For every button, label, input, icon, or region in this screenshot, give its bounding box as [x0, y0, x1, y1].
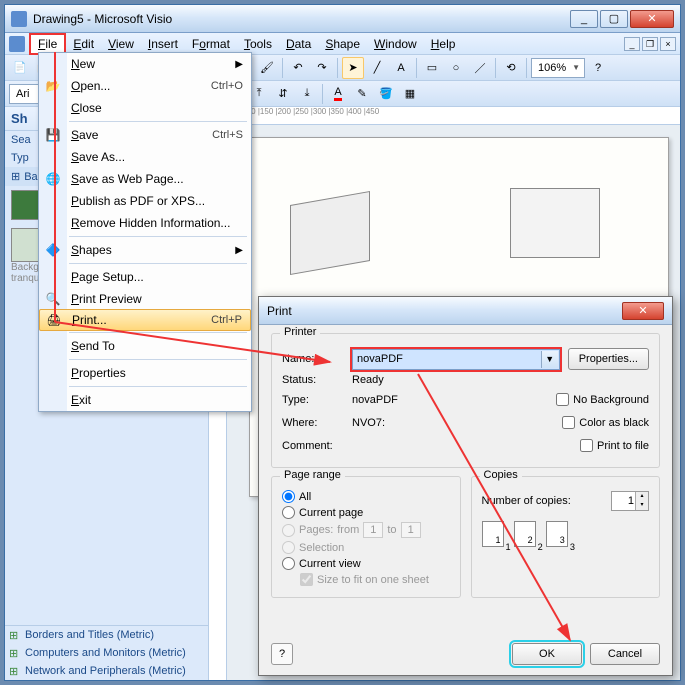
printer-name-value: novaPDF [357, 353, 403, 365]
file-menu-save[interactable]: 💾SaveCtrl+S [39, 124, 251, 146]
ruler-horizontal: |50 |100 |150 |200 |250 |300 |350 |400 |… [227, 107, 680, 125]
print-dialog: Print ✕ Printer Name: novaPDF ▼ Properti… [258, 296, 673, 676]
file-menu-shapes[interactable]: 🔷Shapes▶ [39, 239, 251, 261]
printer-name-combo[interactable]: novaPDF ▼ [352, 349, 560, 370]
help-button[interactable]: ? [587, 57, 609, 79]
file-menu-close[interactable]: Close [39, 97, 251, 119]
copies-group: Copies Number of copies: 1▴▾ 1 2 3 [471, 476, 661, 598]
file-menu-exit[interactable]: Exit [39, 389, 251, 411]
menu-data[interactable]: Data [279, 35, 318, 53]
file-menu-save-as-[interactable]: Save As... [39, 146, 251, 168]
where-value: NVO7: [352, 417, 385, 429]
undo-button[interactable]: ↶ [287, 57, 309, 79]
file-menu-dropdown: New▶📂Open...Ctrl+OClose 💾SaveCtrl+SSave A… [38, 52, 252, 412]
maximize-button[interactable]: ▢ [600, 10, 628, 28]
type-value: novaPDF [352, 394, 398, 406]
file-menu-page-setup-[interactable]: Page Setup... [39, 266, 251, 288]
doc-icon [9, 36, 25, 52]
zoom-value: 106% [538, 62, 566, 74]
printer-group-label: Printer [280, 326, 320, 338]
collate-icon [482, 521, 504, 547]
doc-close[interactable]: × [660, 37, 676, 51]
align-bottom-button[interactable]: ⤓ [296, 83, 318, 105]
print-to-file-checkbox[interactable]: Print to file [580, 439, 649, 452]
collate-icon [546, 521, 568, 547]
pages-radio: Pages: from 1 to 1 [282, 522, 450, 538]
menu-insert[interactable]: Insert [141, 35, 185, 53]
printer-group: Printer Name: novaPDF ▼ Properties... St… [271, 333, 660, 468]
text-button[interactable]: A [390, 57, 412, 79]
file-menu-save-as-web-page-[interactable]: 🌐Save as Web Page... [39, 168, 251, 190]
selection-radio: Selection [282, 541, 450, 554]
help-button[interactable]: ? [271, 643, 293, 665]
shape-box[interactable] [290, 191, 370, 275]
new-button[interactable]: 📄 [9, 57, 31, 79]
close-button[interactable]: ✕ [630, 10, 674, 28]
line-button[interactable]: ／ [469, 57, 491, 79]
cancel-button[interactable]: Cancel [590, 643, 660, 665]
file-menu-publish-as-pdf-or-xps-[interactable]: Publish as PDF or XPS... [39, 190, 251, 212]
file-menu-print-[interactable]: 🖨Print...Ctrl+P [39, 309, 251, 331]
shape-printer[interactable] [510, 188, 600, 258]
thumb-1[interactable] [11, 190, 41, 220]
dialog-title: Print [267, 304, 292, 318]
connector-button[interactable]: ╱ [366, 57, 388, 79]
shadow-button[interactable]: ▦ [399, 83, 421, 105]
rect-button[interactable]: ▭ [421, 57, 443, 79]
stencil-item[interactable]: Computers and Monitors (Metric) [5, 644, 208, 662]
redo-button[interactable]: ↷ [311, 57, 333, 79]
current-view-radio[interactable]: Current view [282, 557, 450, 570]
menu-edit[interactable]: Edit [66, 35, 101, 53]
line-color-button[interactable]: ✎ [351, 83, 373, 105]
properties-button[interactable]: Properties... [568, 348, 649, 370]
size-to-fit-checkbox: Size to fit on one sheet [300, 573, 450, 586]
font-color-button[interactable]: A [327, 83, 349, 105]
rotate-button[interactable]: ⟲ [500, 57, 522, 79]
name-label: Name: [282, 353, 344, 365]
page-range-group: Page range All Current page Pages: from … [271, 476, 461, 598]
no-background-checkbox[interactable]: No Background [556, 393, 649, 406]
stencil-list: Borders and Titles (Metric) Computers an… [5, 625, 208, 680]
fill-color-button[interactable]: 🪣 [375, 83, 397, 105]
file-menu-new[interactable]: New▶ [39, 53, 251, 75]
align-middle-button[interactable]: ⇵ [272, 83, 294, 105]
color-as-black-checkbox[interactable]: Color as black [562, 416, 649, 429]
menu-shape[interactable]: Shape [318, 35, 367, 53]
menu-tools[interactable]: Tools [237, 35, 279, 53]
minimize-button[interactable]: _ [570, 10, 598, 28]
current-page-radio[interactable]: Current page [282, 506, 450, 519]
menu-help[interactable]: Help [424, 35, 463, 53]
file-menu-open-[interactable]: 📂Open...Ctrl+O [39, 75, 251, 97]
file-menu-send-to[interactable]: Send To [39, 335, 251, 357]
pointer-button[interactable]: ➤ [342, 57, 364, 79]
menu-view[interactable]: View [101, 35, 141, 53]
num-copies-label: Number of copies: [482, 495, 571, 507]
file-menu-print-preview[interactable]: 🔍Print Preview [39, 288, 251, 310]
all-radio[interactable]: All [282, 490, 450, 503]
ok-button[interactable]: OK [512, 643, 582, 665]
copies-spinner[interactable]: 1▴▾ [611, 491, 649, 511]
menu-format[interactable]: Format [185, 35, 237, 53]
titlebar: Drawing5 - Microsoft Visio _ ▢ ✕ [5, 5, 680, 33]
stencil-item[interactable]: Network and Peripherals (Metric) [5, 662, 208, 680]
menu-window[interactable]: Window [367, 35, 424, 53]
file-menu-remove-hidden-information-[interactable]: Remove Hidden Information... [39, 212, 251, 234]
doc-minimize[interactable]: _ [624, 37, 640, 51]
format-painter-button[interactable]: 🖌 [256, 57, 278, 79]
file-menu-properties[interactable]: Properties [39, 362, 251, 384]
ellipse-button[interactable]: ○ [445, 57, 467, 79]
status-value: Ready [352, 374, 384, 386]
dialog-titlebar: Print ✕ [259, 297, 672, 325]
collate-icon [514, 521, 536, 547]
window-title: Drawing5 - Microsoft Visio [33, 12, 172, 26]
dialog-close-button[interactable]: ✕ [622, 302, 664, 320]
stencil-item[interactable]: Borders and Titles (Metric) [5, 626, 208, 644]
app-icon [11, 11, 27, 27]
zoom-combo[interactable]: 106%▼ [531, 58, 585, 78]
doc-restore[interactable]: ❐ [642, 37, 658, 51]
